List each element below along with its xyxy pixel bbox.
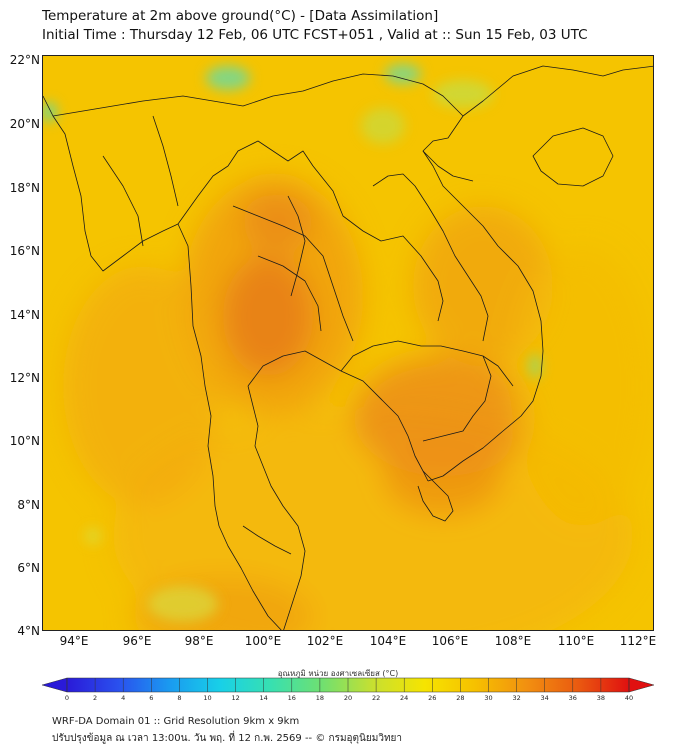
colorbar-tick-label: 0 xyxy=(64,694,70,702)
colorbar-tick-label: 28 xyxy=(456,694,465,702)
cool-patch-ne xyxy=(361,108,405,144)
cool-patch-north-1 xyxy=(206,66,250,90)
cool-patch-south xyxy=(85,528,101,544)
colorbar-tick-label: 24 xyxy=(400,694,409,702)
warm-region-myanmar xyxy=(63,266,223,506)
colorbar-tick-marks xyxy=(66,678,630,692)
border-cambodia xyxy=(340,340,492,442)
lon-label-98e: 98°E xyxy=(184,634,214,648)
colorbar-tick-label: 30 xyxy=(484,694,493,702)
chart-title: Temperature at 2m above ground(°C) - [Da… xyxy=(42,8,439,24)
lon-label-106e: 106°E xyxy=(431,634,469,648)
lat-label-10n: 10°N xyxy=(9,434,40,448)
colorbar-tick-label: 16 xyxy=(287,694,296,702)
lon-label-94e: 94°E xyxy=(59,634,89,648)
lat-label-6n: 6°N xyxy=(17,561,40,575)
lon-label-96e: 96°E xyxy=(122,634,152,648)
coastlines-and-borders xyxy=(43,65,653,630)
cool-patches xyxy=(43,64,541,622)
lat-label-4n: 4°N xyxy=(17,624,40,638)
colorbar-label: อุณหภูมิ หน่วย องศาเซลเซียส (°C) xyxy=(277,669,399,678)
border-myanmar-inner xyxy=(102,115,179,247)
footer-update-info: ปรับปรุงข้อมูล ณ เวลา 13:00น. วัน พฤ. ที… xyxy=(52,733,403,744)
border-laos-vietnam xyxy=(372,173,489,342)
hot-region-north-thailand xyxy=(243,191,313,251)
border-thailand-laos xyxy=(312,165,444,322)
colorbar-tick-label: 6 xyxy=(149,694,154,702)
colorbar-tick-label: 12 xyxy=(231,694,240,702)
colorbar-tick-label: 2 xyxy=(93,694,98,702)
footer-domain-info: WRF-DA Domain 01 :: Grid Resolution 9km … xyxy=(52,716,300,727)
mekong-delta xyxy=(417,470,454,522)
map-canvas xyxy=(43,56,653,630)
border-vietnam-inner xyxy=(422,150,514,387)
colorbar-tick-label: 20 xyxy=(343,694,353,702)
temperature-field xyxy=(63,176,653,630)
colorbar-min-arrow xyxy=(41,677,68,693)
lon-label-102e: 102°E xyxy=(306,634,344,648)
lon-label-110e: 110°E xyxy=(557,634,595,648)
colorbar-tick-label: 32 xyxy=(512,694,521,702)
cool-patch-vietnam xyxy=(529,354,541,378)
border-malaysia xyxy=(242,525,292,555)
colorbar-tick-label: 38 xyxy=(596,694,606,702)
chart-subtitle: Initial Time : Thursday 12 Feb, 06 UTC F… xyxy=(42,27,588,43)
colorbar-tick-label: 4 xyxy=(121,694,126,702)
colorbar-tick-label: 36 xyxy=(568,694,577,702)
lat-label-14n: 14°N xyxy=(9,308,40,322)
temperature-map xyxy=(42,55,654,631)
coastline-andaman xyxy=(218,525,282,630)
colorbar-tick-label: 34 xyxy=(540,694,549,702)
border-thailand-inner-1 xyxy=(232,205,354,342)
warm-region-laos xyxy=(413,206,553,366)
lat-label-8n: 8°N xyxy=(17,498,40,512)
lon-label-108e: 108°E xyxy=(494,634,532,648)
lat-label-20n: 20°N xyxy=(9,117,40,131)
border-myanmar-thailand xyxy=(177,140,314,225)
coastline-malay-east xyxy=(247,385,306,630)
cool-patch-north-2 xyxy=(385,64,421,84)
warm-region-cambodia xyxy=(353,356,533,476)
colorbar-tick-label: 18 xyxy=(315,694,325,702)
colorbar-tick-label: 40 xyxy=(624,694,634,702)
lon-label-104e: 104°E xyxy=(369,634,407,648)
lat-label-18n: 18°N xyxy=(9,181,40,195)
colorbar-tick-label: 10 xyxy=(203,694,212,702)
hainan-island xyxy=(532,127,614,187)
colorbar-tick-label: 26 xyxy=(428,694,437,702)
cool-patch-malaysia xyxy=(148,586,218,622)
colorbar-tick-label: 22 xyxy=(371,694,381,702)
border-thailand-inner-2 xyxy=(257,255,322,332)
cool-patch-north-3 xyxy=(433,80,493,108)
hot-region-central-thailand xyxy=(223,256,313,376)
border-thailand-inner-3 xyxy=(287,195,306,297)
colorbar-tick-label: 8 xyxy=(177,694,182,702)
colorbar-tick-label: 14 xyxy=(259,694,268,702)
lat-label-12n: 12°N xyxy=(9,371,40,385)
lon-label-112e: 112°E xyxy=(619,634,657,648)
colorbar-max-arrow xyxy=(628,677,655,693)
border-china xyxy=(52,73,464,117)
lat-label-22n: 22°N xyxy=(9,53,40,67)
warm-region-south-sea xyxy=(113,406,633,630)
lat-label-16n: 16°N xyxy=(9,244,40,258)
coastline-gulf-thailand xyxy=(247,350,429,482)
coastline-myanmar-west xyxy=(43,95,220,527)
coastline-vietnam-south xyxy=(422,65,653,482)
warm-region-south-china-sea xyxy=(513,246,653,526)
lon-label-100e: 100°E xyxy=(244,634,282,648)
colorbar xyxy=(41,677,655,693)
